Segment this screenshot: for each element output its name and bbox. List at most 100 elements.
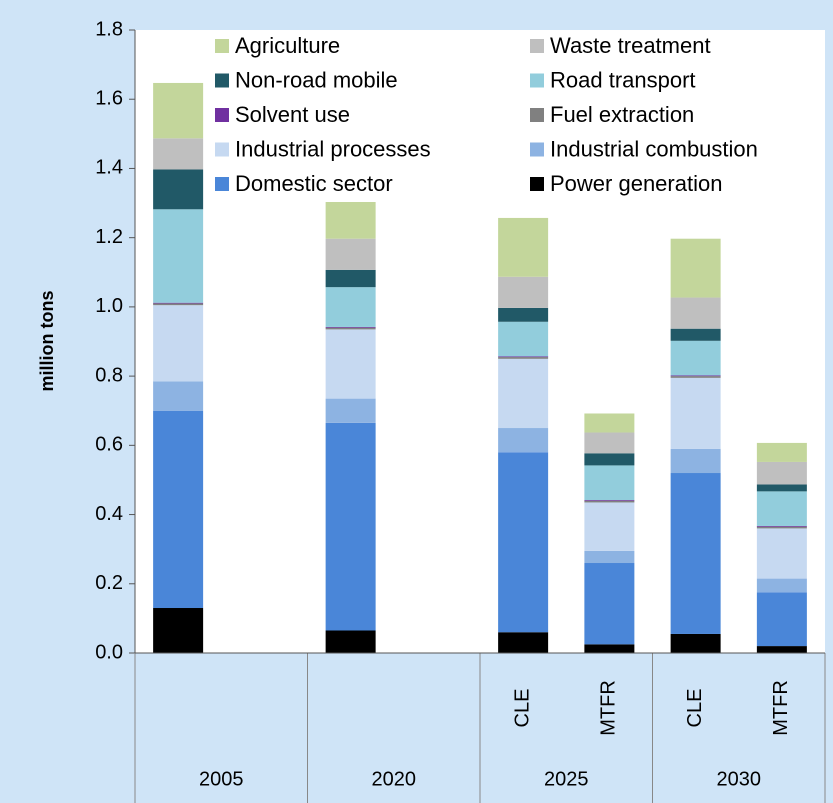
bar-segment (756, 484, 807, 492)
legend-box (205, 30, 820, 202)
y-tick-label: 0.8 (95, 364, 123, 386)
bar-segment (756, 525, 807, 527)
bar-segment (670, 238, 721, 298)
group-label: 2020 (372, 768, 417, 790)
bar-segment (325, 287, 376, 327)
bar-segment (498, 307, 549, 322)
bar-segment (153, 303, 204, 306)
bar-segment (498, 452, 549, 633)
legend-label: Solvent use (235, 102, 350, 127)
bar-segment (756, 646, 807, 653)
bar-segment (756, 528, 807, 579)
legend-label: Road transport (550, 67, 696, 92)
legend-label: Industrial processes (235, 136, 431, 161)
bar-segment (498, 358, 549, 429)
x-tick-label: CLE (511, 689, 533, 728)
bar-segment (584, 500, 635, 501)
y-axis-label: million tons (37, 291, 57, 392)
legend-swatch (215, 39, 229, 53)
bar-segment (153, 82, 204, 139)
bar-segment (756, 491, 807, 526)
y-tick-label: 1.0 (95, 295, 123, 317)
bar-segment (584, 453, 635, 466)
bar-segment (153, 302, 204, 304)
bar-segment (153, 410, 204, 609)
bar-segment (498, 357, 549, 359)
bar-segment (498, 217, 549, 277)
bar-segment (670, 297, 721, 329)
bar-segment (670, 377, 721, 449)
bar-segment (325, 238, 376, 270)
x-tick-label: MTFR (598, 680, 620, 736)
legend-label: Non-road mobile (235, 67, 398, 92)
bar-segment (325, 398, 376, 423)
legend-label: Power generation (550, 171, 722, 196)
bar-segment (584, 502, 635, 551)
y-tick-label: 0.6 (95, 434, 123, 456)
bar-segment (756, 578, 807, 593)
bar-segment (584, 500, 635, 503)
bar-segment (670, 633, 721, 653)
bar-segment (325, 269, 376, 288)
group-label: 2025 (544, 768, 589, 790)
bar-segment (756, 526, 807, 529)
bar-segment (153, 608, 204, 653)
y-tick-label: 0.2 (95, 572, 123, 594)
y-tick-label: 1.2 (95, 226, 123, 248)
bar-segment (670, 340, 721, 376)
bar-segment (325, 630, 376, 653)
legend-swatch (215, 73, 229, 88)
legend-label: Agriculture (235, 33, 340, 58)
legend-swatch (215, 177, 229, 191)
bar-segment (584, 432, 635, 454)
y-tick-label: 1.8 (95, 18, 123, 40)
bar-segment (584, 563, 635, 645)
legend-label: Industrial combustion (550, 136, 758, 161)
bar-segment (325, 327, 376, 330)
legend-swatch (215, 108, 229, 122)
bar-segment (325, 326, 376, 328)
legend-label: Waste treatment (550, 33, 711, 58)
bar-segment (325, 422, 376, 631)
bar-segment (756, 442, 807, 462)
bar-segment (498, 321, 549, 357)
legend-swatch (530, 142, 544, 157)
bar-segment (584, 550, 635, 564)
bar-segment (670, 328, 721, 341)
legend-swatch (530, 73, 544, 88)
legend-label: Fuel extraction (550, 102, 694, 127)
bar-segment (153, 381, 204, 411)
bar-segment (584, 465, 635, 501)
legend-swatch (530, 39, 544, 53)
bar-segment (670, 473, 721, 634)
bar-segment (153, 305, 204, 382)
y-tick-label: 0.4 (95, 503, 123, 525)
y-tick-label: 0.0 (95, 641, 123, 663)
group-label: 2005 (199, 768, 244, 790)
bar-segment (670, 375, 721, 377)
bar-segment (325, 329, 376, 399)
bar-segment (498, 276, 549, 308)
bar-segment (670, 376, 721, 378)
group-label: 2030 (717, 768, 762, 790)
bar-segment (498, 428, 549, 453)
legend-swatch (530, 177, 544, 191)
bar-segment (498, 632, 549, 653)
bar-segment (756, 461, 807, 485)
bar-segment (670, 448, 721, 474)
bar-segment (498, 356, 549, 358)
bar-segment (756, 592, 807, 647)
legend-swatch (530, 108, 544, 122)
bar-segment (584, 644, 635, 653)
x-tick-label: CLE (684, 689, 706, 728)
bar-segment (153, 138, 204, 170)
x-tick-label: MTFR (770, 680, 792, 736)
y-tick-label: 1.4 (95, 157, 123, 179)
bar-segment (153, 209, 204, 303)
legend-swatch (215, 142, 229, 157)
legend-label: Domestic sector (235, 171, 393, 196)
bar-segment (584, 413, 635, 433)
bar-segment (153, 169, 204, 210)
y-tick-label: 1.6 (95, 88, 123, 110)
